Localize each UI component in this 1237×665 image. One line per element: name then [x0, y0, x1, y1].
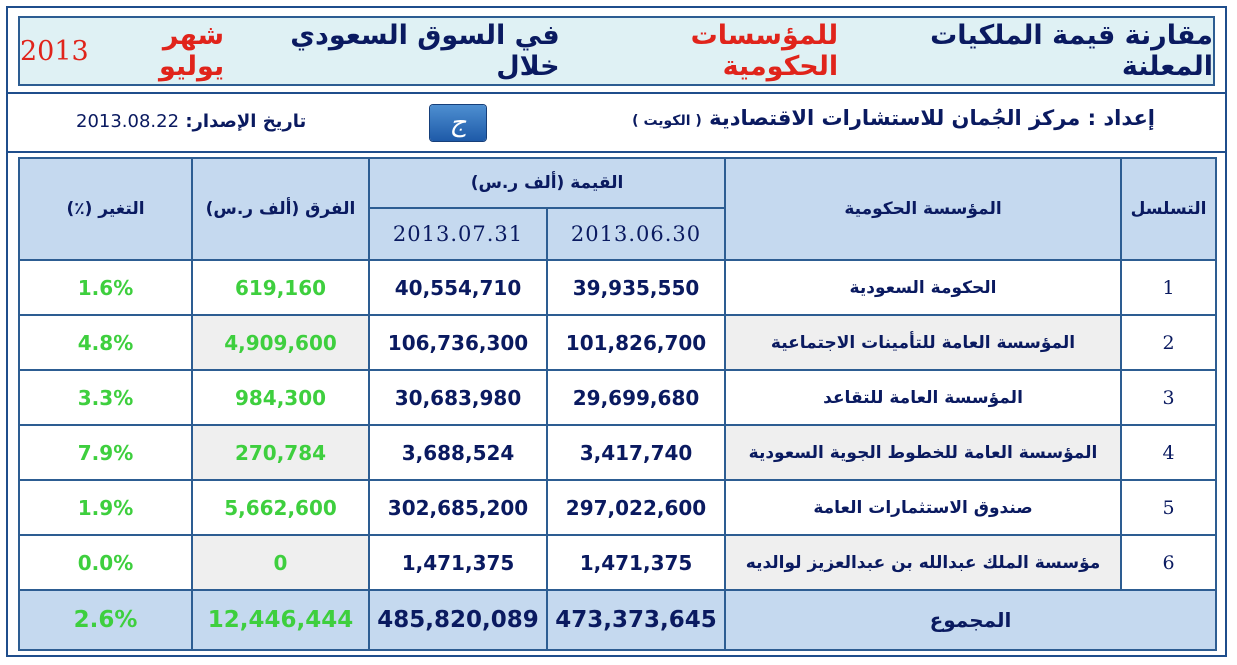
- cell-diff: 4,909,600: [191, 314, 370, 371]
- title-part-2: للمؤسسات الحكومية: [690, 20, 839, 82]
- title-part-3: في السوق السعودي خلال: [290, 20, 560, 82]
- divider: [8, 92, 1225, 94]
- cell-diff: 619,160: [191, 259, 370, 316]
- cell-diff: 0: [191, 534, 370, 591]
- company-logo-icon: ج: [430, 105, 486, 141]
- report-frame: مقارنة قيمة الملكيات المعلنة للمؤسسات ال…: [6, 6, 1227, 657]
- issue-date: 2013.08.22: [76, 111, 180, 132]
- cell-value-1: 101,826,700: [546, 314, 727, 371]
- cell-seq: 4: [1120, 424, 1218, 481]
- cell-entity: المؤسسة العامة للتقاعد: [724, 369, 1123, 426]
- header-change: التغير (٪): [18, 157, 193, 261]
- cell-value-2: 30,683,980: [367, 369, 549, 426]
- cell-value-2: 40,554,710: [367, 259, 549, 316]
- title-part-4: شهر يوليو: [158, 20, 225, 82]
- cell-seq: 6: [1120, 534, 1218, 591]
- cell-entity: صندوق الاستثمارات العامة: [724, 479, 1123, 536]
- cell-entity: المؤسسة العامة للخطوط الجوية السعودية: [724, 424, 1123, 481]
- cell-seq: 3: [1120, 369, 1218, 426]
- cell-change: 7.9%: [18, 424, 193, 481]
- prepared-by: إعداد : مركز الجُمان للاستشارات الاقتصاد…: [632, 106, 1155, 130]
- cell-seq: 1: [1120, 259, 1218, 316]
- total-value-2: 485,820,089: [367, 589, 549, 651]
- table-row: 2 المؤسسة العامة للتأمينات الاجتماعية 10…: [18, 314, 1218, 371]
- header-date-1: 2013.06.30: [546, 207, 727, 261]
- cell-change: 3.3%: [18, 369, 193, 426]
- holdings-table: التسلسل المؤسسة الحكومية القيمة (ألف ر.س…: [18, 157, 1218, 651]
- cell-value-1: 3,417,740: [546, 424, 727, 481]
- prepared-label: إعداد: [1103, 106, 1155, 130]
- total-value-1: 473,373,645: [546, 589, 727, 651]
- cell-change: 1.6%: [18, 259, 193, 316]
- cell-value-1: 1,471,375: [546, 534, 727, 591]
- header-seq: التسلسل: [1120, 157, 1218, 261]
- table-row: 3 المؤسسة العامة للتقاعد 29,699,680 30,6…: [18, 369, 1218, 426]
- cell-diff: 270,784: [191, 424, 370, 481]
- title-year: 2013: [20, 35, 89, 67]
- report-title: مقارنة قيمة الملكيات المعلنة للمؤسسات ال…: [18, 16, 1215, 86]
- divider: [8, 151, 1225, 153]
- total-diff: 12,446,444: [191, 589, 370, 651]
- cell-change: 4.8%: [18, 314, 193, 371]
- total-row: المجموع 473,373,645 485,820,089 12,446,4…: [18, 589, 1218, 651]
- header-entity: المؤسسة الحكومية: [724, 157, 1123, 261]
- cell-value-2: 3,688,524: [367, 424, 549, 481]
- cell-entity: الحكومة السعودية: [724, 259, 1123, 316]
- cell-value-2: 1,471,375: [367, 534, 549, 591]
- cell-value-2: 106,736,300: [367, 314, 549, 371]
- cell-change: 0.0%: [18, 534, 193, 591]
- cell-seq: 5: [1120, 479, 1218, 536]
- prepared-org: مركز الجُمان للاستشارات الاقتصادية: [709, 106, 1081, 130]
- prepared-country: ( الكويت ): [632, 113, 702, 129]
- header-date-2: 2013.07.31: [367, 207, 549, 261]
- cell-change: 1.9%: [18, 479, 193, 536]
- table-row: 4 المؤسسة العامة للخطوط الجوية السعودية …: [18, 424, 1218, 481]
- issue-date-block: تاريخ الإصدار: 2013.08.22: [76, 111, 306, 132]
- cell-value-1: 29,699,680: [546, 369, 727, 426]
- header-diff: الفرق (ألف ر.س): [191, 157, 370, 261]
- cell-diff: 5,662,600: [191, 479, 370, 536]
- title-part-1: مقارنة قيمة الملكيات المعلنة: [930, 20, 1213, 82]
- cell-value-2: 302,685,200: [367, 479, 549, 536]
- header-value: القيمة (ألف ر.س): [367, 157, 727, 209]
- total-change: 2.6%: [18, 589, 193, 651]
- cell-entity: مؤسسة الملك عبدالله بن عبدالعزيز لوالديه: [724, 534, 1123, 591]
- cell-value-1: 297,022,600: [546, 479, 727, 536]
- cell-entity: المؤسسة العامة للتأمينات الاجتماعية: [724, 314, 1123, 371]
- table-row: 1 الحكومة السعودية 39,935,550 40,554,710…: [18, 259, 1218, 316]
- issue-label: تاريخ الإصدار:: [185, 111, 307, 132]
- total-label: المجموع: [724, 589, 1218, 651]
- cell-diff: 984,300: [191, 369, 370, 426]
- table-row: 6 مؤسسة الملك عبدالله بن عبدالعزيز لوالد…: [18, 534, 1218, 591]
- table-row: 5 صندوق الاستثمارات العامة 297,022,600 3…: [18, 479, 1218, 536]
- cell-seq: 2: [1120, 314, 1218, 371]
- info-row: إعداد : مركز الجُمان للاستشارات الاقتصاد…: [18, 98, 1215, 150]
- cell-value-1: 39,935,550: [546, 259, 727, 316]
